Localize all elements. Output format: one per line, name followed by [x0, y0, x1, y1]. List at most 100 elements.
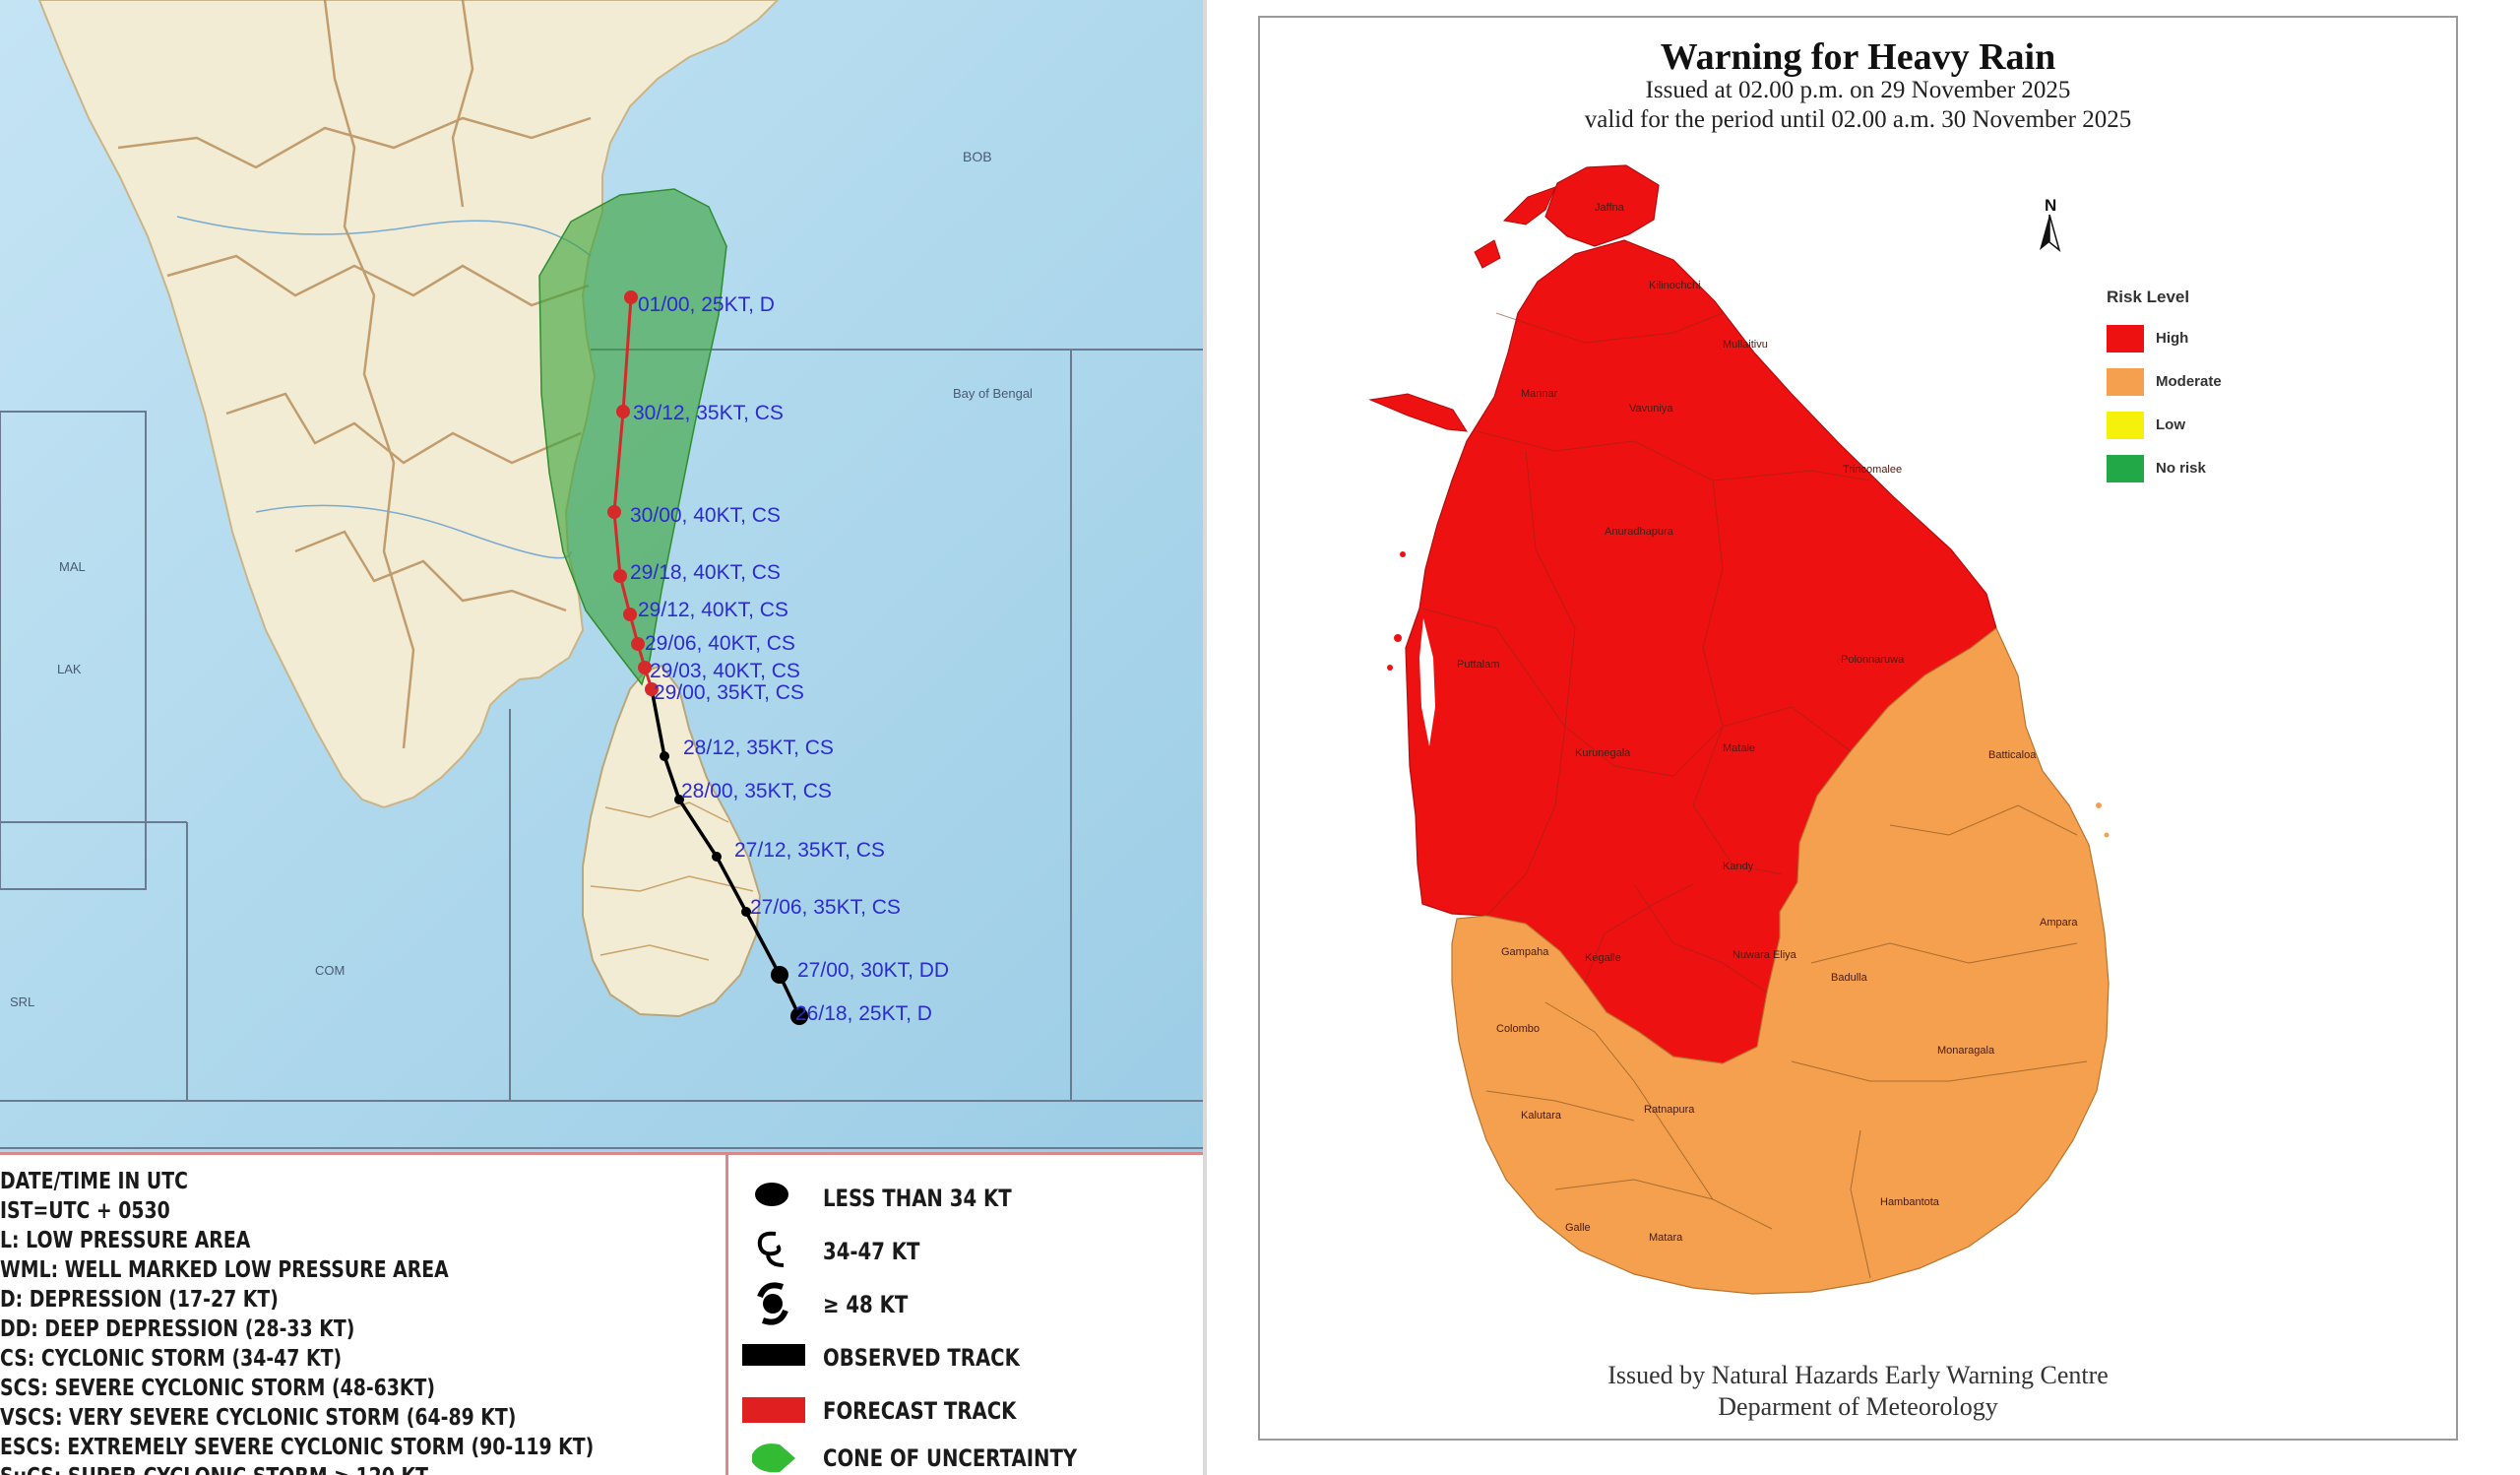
track-point-marker	[790, 1007, 808, 1025]
risk-legend-item: Moderate	[2107, 368, 2303, 400]
track-point-label: 27/12, 35KT, CS	[734, 839, 885, 862]
track-points: 01/00, 25KT, D 30/12, 35KT, CS 30/00, 40KT…	[607, 290, 949, 1025]
region-boxes	[0, 349, 1203, 1149]
district-label: Kilinochchi	[1649, 280, 1701, 291]
symbol-legend-row: 34-47 KT	[738, 1226, 1201, 1275]
abbreviation-line: VSCS: VERY SEVERE CYCLONIC STORM (64-89 …	[0, 1405, 517, 1431]
risk-legend-title: Risk Level	[2107, 288, 2190, 306]
track-map-legend: DATE/TIME IN UTC IST=UTC + 0530 L: LOW P…	[0, 1152, 1203, 1475]
risk-legend-item: No risk	[2107, 455, 2303, 486]
state-boundaries	[117, 0, 592, 749]
issuer-line: Issued by Natural Hazards Early Warning …	[1607, 1361, 2109, 1389]
cyclone-track-panel: 01/00, 25KT, D 30/12, 35KT, CS 30/00, 40KT…	[0, 0, 1203, 1475]
symbol-label: 34-47 KT	[823, 1238, 920, 1265]
cone-swatch	[752, 1443, 795, 1473]
abbreviation-line: ESCS: EXTREMELY SEVERE CYCLONIC STORM (9…	[0, 1435, 595, 1460]
department-line: Deparment of Meteorology	[1718, 1392, 1998, 1421]
mannar-island	[1368, 393, 1468, 432]
abbreviation-line: DATE/TIME IN UTC	[0, 1169, 188, 1194]
track-point-label: 29/18, 40KT, CS	[630, 561, 781, 584]
track-point-label: 30/00, 40KT, CS	[630, 504, 781, 527]
track-point-marker	[638, 661, 652, 674]
jaffna-peninsula	[1474, 186, 1556, 269]
track-point-marker	[631, 637, 645, 651]
district-label: Gampaha	[1501, 946, 1549, 958]
cone-of-uncertainty	[538, 188, 727, 686]
symbol-label: CONE OF UNCERTAINTY	[823, 1444, 1078, 1472]
district-label: Trincomalee	[1843, 464, 1902, 476]
district-label: Ratnapura	[1644, 1104, 1695, 1116]
district-label: Monaragala	[1937, 1045, 1995, 1057]
track-point-marker	[607, 505, 621, 519]
cyclone-open-symbol-icon	[757, 1231, 785, 1267]
district-label: Puttalam	[1457, 659, 1499, 671]
track-point-label: 27/06, 35KT, CS	[750, 896, 901, 919]
track-point-marker	[645, 682, 659, 696]
sea-label: COM	[315, 963, 345, 978]
abbreviation-line: SuCS: SUPER CYCLONIC STORM ≥ 120 KT	[0, 1462, 594, 1475]
track-point-label: 26/18, 25KT, D	[795, 1002, 932, 1025]
warning-map-frame: N Jaffna Kilinochchi Mullaitivu Mannar V…	[1258, 16, 2458, 1441]
north-arrow-icon	[2040, 214, 2061, 253]
warning-title: Warning for Heavy Rain	[1660, 36, 2056, 78]
district-label: Vavuniya	[1629, 403, 1673, 415]
track-point-label: 29/12, 40KT, CS	[638, 599, 788, 621]
risk-label: Low	[2156, 417, 2185, 433]
symbol-label: FORECAST TRACK	[823, 1397, 1017, 1425]
sea-label: MAL	[59, 559, 86, 574]
symbol-legend-row: CONE OF UNCERTAINTY	[738, 1433, 1201, 1475]
west-coast-islets	[1387, 551, 1406, 671]
abbreviation-line: CS: CYCLONIC STORM (34-47 KT)	[0, 1346, 343, 1372]
sea-label: BOB	[963, 149, 992, 164]
low-intensity-dot-icon	[755, 1183, 788, 1206]
symbol-legend: LESS THAN 34 KT 34-47 KT ≥ 48 KT OBS	[738, 1155, 1201, 1475]
district-label: Colombo	[1496, 1023, 1540, 1035]
district-label: Kandy	[1723, 861, 1754, 872]
puttalam-lagoon	[1419, 618, 1435, 746]
district-label: Galle	[1565, 1222, 1591, 1234]
district-labels: Jaffna Kilinochchi Mullaitivu Mannar Vav…	[1457, 202, 2078, 1244]
india-landmass	[37, 0, 780, 809]
abbreviation-line: WML: WELL MARKED LOW PRESSURE AREA	[0, 1257, 449, 1283]
abbreviation-line: D: DEPRESSION (17-27 KT)	[0, 1287, 279, 1313]
district-label: Anuradhapura	[1605, 526, 1674, 538]
sri-lanka-boundaries	[590, 802, 754, 961]
risk-level-legend: Risk Level High Moderate Low No risk	[2107, 288, 2303, 494]
cyclone-filled-symbol-icon	[757, 1282, 788, 1325]
district-label: Matara	[1649, 1232, 1683, 1244]
abbreviation-line: SCS: SEVERE CYCLONIC STORM (48-63KT)	[0, 1376, 436, 1401]
track-point-marker	[712, 852, 722, 862]
track-point-label: 29/03, 40KT, CS	[650, 660, 800, 682]
district-label: Matale	[1723, 742, 1755, 754]
symbol-label: ≥ 48 KT	[823, 1291, 909, 1318]
district-label: Kurunegala	[1575, 747, 1631, 759]
district-label: Polonnaruwa	[1841, 654, 1905, 666]
risk-label: No risk	[2156, 460, 2206, 477]
district-boundaries-south	[1485, 804, 2088, 1279]
track-point-label: 28/12, 35KT, CS	[683, 737, 834, 759]
district-label: Mannar	[1521, 388, 1558, 400]
track-point-marker	[771, 966, 788, 984]
district-label: Jaffna	[1595, 202, 1625, 214]
east-coast-islets	[2096, 802, 2110, 838]
risk-legend-item: Low	[2107, 412, 2303, 443]
issued-time: Issued at 02.00 p.m. on 29 November 2025	[1645, 77, 2071, 103]
district-label: Ampara	[2040, 917, 2078, 929]
district-boundaries	[1421, 312, 1871, 994]
district-label: Badulla	[1831, 972, 1868, 984]
track-point-label: 30/12, 35KT, CS	[633, 402, 784, 424]
district-label: Hambantota	[1880, 1196, 1940, 1208]
track-point-label: 28/00, 35KT, CS	[681, 780, 832, 802]
sea-label: LAK	[57, 662, 82, 676]
symbol-legend-row: LESS THAN 34 KT	[738, 1173, 1201, 1222]
track-point-label: 29/00, 35KT, CS	[654, 681, 804, 704]
district-label: Batticaloa	[1988, 749, 2037, 761]
observed-track-swatch	[742, 1344, 805, 1366]
abbreviation-line: DD: DEEP DEPRESSION (28-33 KT)	[0, 1316, 355, 1342]
district-label: Kalutara	[1521, 1110, 1562, 1122]
risk-swatch-high	[2107, 325, 2144, 353]
sea-label: Bay of Bengal	[953, 386, 1033, 401]
track-point-label: 01/00, 25KT, D	[638, 293, 775, 316]
risk-swatch-low	[2107, 412, 2144, 439]
symbol-legend-row: FORECAST TRACK	[738, 1385, 1201, 1435]
